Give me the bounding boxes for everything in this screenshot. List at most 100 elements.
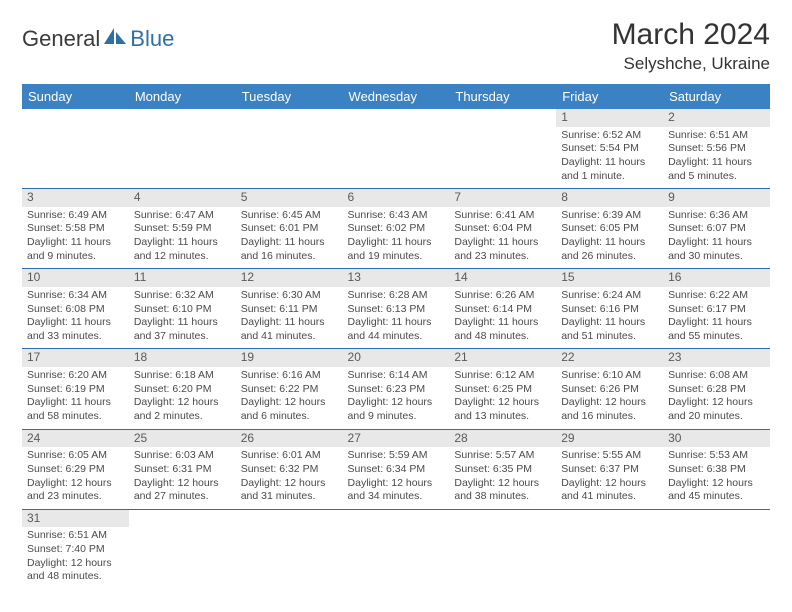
sunset-line: Sunset: 6:02 PM: [348, 222, 445, 236]
sunrise-line: Sunrise: 6:12 AM: [454, 369, 551, 383]
calendar-cell: 9Sunrise: 6:36 AMSunset: 6:07 PMDaylight…: [663, 189, 770, 269]
logo-sail-icon: [102, 26, 128, 52]
day-number: 22: [556, 349, 663, 367]
sunrise-line: Sunrise: 6:41 AM: [454, 209, 551, 223]
calendar-cell: 3 Sunrise: 6:49 AMSunset: 5:58 PMDaylight…: [22, 189, 129, 269]
sunrise-line: Sunrise: 6:43 AM: [348, 209, 445, 223]
day-number: 24: [22, 430, 129, 448]
daylight-line: Daylight: 12 hours and 2 minutes.: [134, 396, 231, 423]
sunset-line: Sunset: 6:26 PM: [561, 383, 658, 397]
calendar-cell: 6Sunrise: 6:43 AMSunset: 6:02 PMDaylight…: [343, 189, 450, 269]
daylight-line: Daylight: 12 hours and 16 minutes.: [561, 396, 658, 423]
day-number: 3: [22, 189, 129, 207]
calendar-cell: [556, 509, 663, 589]
daylight-line: Daylight: 11 hours and 41 minutes.: [241, 316, 338, 343]
daylight-line: Daylight: 11 hours and 23 minutes.: [454, 236, 551, 263]
calendar-cell: 7 Sunrise: 6:41 AMSunset: 6:04 PMDaylight…: [449, 189, 556, 269]
sunrise-line: Sunrise: 6:24 AM: [561, 289, 658, 303]
calendar-cell: 8 Sunrise: 6:39 AMSunset: 6:05 PMDaylight…: [556, 189, 663, 269]
logo: General Blue: [22, 18, 174, 52]
sunset-line: Sunset: 6:07 PM: [668, 222, 765, 236]
sunset-line: Sunset: 6:29 PM: [27, 463, 124, 477]
day-number: 10: [22, 269, 129, 287]
sunset-line: Sunset: 6:11 PM: [241, 303, 338, 317]
calendar-cell: 23Sunrise: 6:08 AMSunset: 6:28 PMDayligh…: [663, 349, 770, 429]
calendar-cell: 10 Sunrise: 6:34 AMSunset: 6:08 PMDayligh…: [22, 269, 129, 349]
day-number: 14: [449, 269, 556, 287]
sunrise-line: Sunrise: 5:55 AM: [561, 449, 658, 463]
sunrise-line: Sunrise: 6:39 AM: [561, 209, 658, 223]
calendar-body: 1Sunrise: 6:52 AMSunset: 5:54 PMDaylight…: [22, 109, 770, 589]
sunrise-line: Sunrise: 6:10 AM: [561, 369, 658, 383]
daylight-line: Daylight: 11 hours and 37 minutes.: [134, 316, 231, 343]
calendar-cell: [236, 509, 343, 589]
day-number: 13: [343, 269, 450, 287]
calendar-row: 1Sunrise: 6:52 AMSunset: 5:54 PMDaylight…: [22, 109, 770, 189]
sunrise-line: Sunrise: 6:52 AM: [561, 129, 658, 143]
daylight-line: Daylight: 11 hours and 33 minutes.: [27, 316, 124, 343]
daylight-line: Daylight: 11 hours and 26 minutes.: [561, 236, 658, 263]
day-number: 5: [236, 189, 343, 207]
sunset-line: Sunset: 6:25 PM: [454, 383, 551, 397]
calendar-cell: 17Sunrise: 6:20 AMSunset: 6:19 PMDayligh…: [22, 349, 129, 429]
sunset-line: Sunset: 6:04 PM: [454, 222, 551, 236]
daylight-line: Daylight: 12 hours and 9 minutes.: [348, 396, 445, 423]
daylight-line: Daylight: 11 hours and 48 minutes.: [454, 316, 551, 343]
sunset-line: Sunset: 5:59 PM: [134, 222, 231, 236]
sunrise-line: Sunrise: 6:05 AM: [27, 449, 124, 463]
sunset-line: Sunset: 6:37 PM: [561, 463, 658, 477]
weekday-header: Thursday: [449, 84, 556, 109]
day-number: 28: [449, 430, 556, 448]
sunset-line: Sunset: 5:58 PM: [27, 222, 124, 236]
month-title: March 2024: [612, 18, 770, 52]
sunset-line: Sunset: 6:34 PM: [348, 463, 445, 477]
calendar-cell: [129, 509, 236, 589]
calendar-cell: [343, 109, 450, 189]
sunrise-line: Sunrise: 6:18 AM: [134, 369, 231, 383]
daylight-line: Daylight: 11 hours and 51 minutes.: [561, 316, 658, 343]
daylight-line: Daylight: 12 hours and 6 minutes.: [241, 396, 338, 423]
sunrise-line: Sunrise: 5:59 AM: [348, 449, 445, 463]
calendar-row: 3Sunrise: 6:49 AMSunset: 5:58 PMDaylight…: [22, 189, 770, 269]
daylight-line: Daylight: 12 hours and 34 minutes.: [348, 477, 445, 504]
calendar-cell: [343, 509, 450, 589]
sunset-line: Sunset: 6:38 PM: [668, 463, 765, 477]
sunrise-line: Sunrise: 6:30 AM: [241, 289, 338, 303]
calendar-cell: 27Sunrise: 5:59 AMSunset: 6:34 PMDayligh…: [343, 429, 450, 509]
day-number: 21: [449, 349, 556, 367]
sunrise-line: Sunrise: 6:20 AM: [27, 369, 124, 383]
daylight-line: Daylight: 11 hours and 12 minutes.: [134, 236, 231, 263]
day-number: 7: [449, 189, 556, 207]
day-number: 25: [129, 430, 236, 448]
sunset-line: Sunset: 6:17 PM: [668, 303, 765, 317]
daylight-line: Daylight: 11 hours and 58 minutes.: [27, 396, 124, 423]
day-number: 30: [663, 430, 770, 448]
calendar-cell: 14Sunrise: 6:26 AMSunset: 6:14 PMDayligh…: [449, 269, 556, 349]
logo-text-blue: Blue: [130, 26, 174, 52]
location: Selyshche, Ukraine: [612, 54, 770, 74]
daylight-line: Daylight: 11 hours and 55 minutes.: [668, 316, 765, 343]
calendar-cell: [663, 509, 770, 589]
sunset-line: Sunset: 6:05 PM: [561, 222, 658, 236]
sunset-line: Sunset: 6:20 PM: [134, 383, 231, 397]
day-number: 2: [663, 109, 770, 127]
day-number: 18: [129, 349, 236, 367]
sunrise-line: Sunrise: 6:49 AM: [27, 209, 124, 223]
weekday-header: Sunday: [22, 84, 129, 109]
sunrise-line: Sunrise: 6:34 AM: [27, 289, 124, 303]
sunrise-line: Sunrise: 5:57 AM: [454, 449, 551, 463]
sunrise-line: Sunrise: 6:22 AM: [668, 289, 765, 303]
day-number: 11: [129, 269, 236, 287]
weekday-header-row: Sunday Monday Tuesday Wednesday Thursday…: [22, 84, 770, 109]
daylight-line: Daylight: 11 hours and 5 minutes.: [668, 156, 765, 183]
calendar-cell: [22, 109, 129, 189]
calendar-cell: 28Sunrise: 5:57 AMSunset: 6:35 PMDayligh…: [449, 429, 556, 509]
day-number: 8: [556, 189, 663, 207]
sunset-line: Sunset: 6:10 PM: [134, 303, 231, 317]
sunrise-line: Sunrise: 6:08 AM: [668, 369, 765, 383]
sunrise-line: Sunrise: 6:16 AM: [241, 369, 338, 383]
daylight-line: Daylight: 12 hours and 23 minutes.: [27, 477, 124, 504]
daylight-line: Daylight: 11 hours and 9 minutes.: [27, 236, 124, 263]
sunset-line: Sunset: 6:08 PM: [27, 303, 124, 317]
calendar-cell: 13Sunrise: 6:28 AMSunset: 6:13 PMDayligh…: [343, 269, 450, 349]
